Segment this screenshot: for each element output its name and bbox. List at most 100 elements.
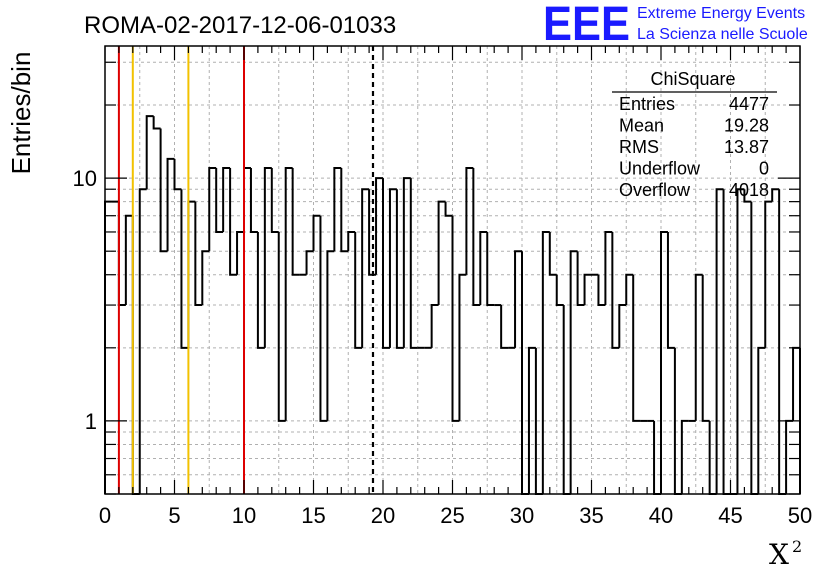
histogram-bin [569,250,578,494]
histogram-bin [666,231,675,349]
histogram-bin [201,250,210,306]
histogram-bin [382,178,390,349]
logo-line2: La Scienza nelle Scuole [637,26,808,43]
x-axis-label-superscript: 2 [792,537,802,556]
histogram-bin [458,273,467,421]
histogram-bin [229,168,238,276]
histogram-bin [604,230,613,306]
histogram-bin [270,168,279,233]
stats-row-label: Overflow [619,180,691,200]
x-tick-label: 40 [649,503,673,528]
histogram-bin [618,304,627,348]
histogram-bin [312,214,321,252]
histogram-bin [263,167,272,348]
histogram-bin [180,189,189,349]
histogram-bin [395,189,404,349]
x-axis-label: X 2 [769,537,802,571]
x-tick-label: 50 [788,503,812,528]
stats-row-label: Entries [619,94,675,114]
histogram-bin [402,177,411,348]
histogram-bin [291,168,300,276]
histogram-bin [715,188,724,494]
stats-row-value: 4018 [729,180,769,200]
stats-row-value: 0 [759,159,769,179]
histogram-bin [131,215,140,495]
histogram-bin [215,168,224,233]
histogram-bin [305,250,314,275]
histogram-bin [347,230,356,252]
histogram-bin [611,231,620,349]
histogram-bin [778,189,787,495]
histogram-bin [632,274,641,422]
histogram-bin [124,214,133,306]
histogram-bin [319,215,328,422]
histogram-bin [326,250,335,421]
histogram-bin [444,201,453,217]
x-tick-label: 15 [301,503,325,528]
histogram-bin [764,200,773,348]
stats-rows: Entries 4477 Mean 19.28 RMS 13.87 Underflow 0 Ov… [619,94,769,200]
x-tick-label: 45 [718,503,742,528]
histogram-bin [465,167,474,275]
histogram-bin [451,215,460,422]
histogram-bin [152,116,161,130]
histogram-bin [680,419,689,494]
axis-ticks: 0 5 10 15 20 25 30 35 40 45 50 1 10 [73,46,812,528]
marker-lines [117,46,375,494]
y-tick-label: 10 [73,166,97,191]
histogram-bin [562,305,571,495]
histogram-bin [194,201,203,307]
logo-line1: Extreme Energy Events [637,5,805,22]
logo: EEE Extreme Energy Events La Scienza nel… [543,0,808,51]
x-tick-label: 20 [371,503,395,528]
stats-row-label: RMS [619,137,659,157]
stats-row-value: 19.28 [724,116,769,136]
histogram-bin [388,188,397,348]
histogram-bin [527,346,536,494]
x-tick-label: 0 [99,503,111,528]
stats-row-value: 13.87 [724,137,769,157]
stats-row-label: Underflow [619,159,701,179]
histogram-bin [430,304,439,348]
histogram-bin [208,167,217,252]
stats-row-label: Mean [619,116,664,136]
x-tick-label: 30 [510,503,534,528]
histogram-bin [249,168,258,233]
histogram-bin [583,273,592,306]
histogram-bin [792,346,800,421]
histogram-bin [222,167,231,232]
histogram-bin [548,231,557,276]
histogram-bin [625,273,634,306]
y-tick-label: 1 [85,409,97,434]
stats-row-value: 4477 [729,94,769,114]
histogram-bin [771,188,780,202]
histogram-bin [555,274,564,307]
histogram-bin [757,346,766,494]
x-tick-label: 35 [579,503,603,528]
histogram-bin [340,168,349,253]
grid [105,46,800,495]
histogram-bin [541,230,550,494]
histogram-bin [145,115,154,190]
histogram-bin [437,200,446,306]
histogram-bin [694,273,703,421]
histogram-bin [173,158,182,191]
histogram-bin [736,188,745,494]
histogram-bin [333,167,342,252]
histogram-bin [354,231,363,349]
logo-mark: EEE [543,0,630,51]
histogram-bin [500,305,509,349]
x-tick-label: 5 [168,503,180,528]
stats-title: ChiSquare [650,69,735,89]
histogram-bin [660,230,668,494]
histogram-bin [236,230,244,275]
x-tick-label: 25 [440,503,464,528]
x-axis-label-base: X [769,538,789,571]
histogram-bin [521,251,529,495]
histogram-bin [486,231,495,307]
histogram-bin [284,167,293,421]
stats-box: ChiSquare Entries 4477 Mean 19.28 RMS 13.87 Un… [612,69,777,200]
histogram-bin [117,201,126,307]
histogram-bin [159,128,168,253]
